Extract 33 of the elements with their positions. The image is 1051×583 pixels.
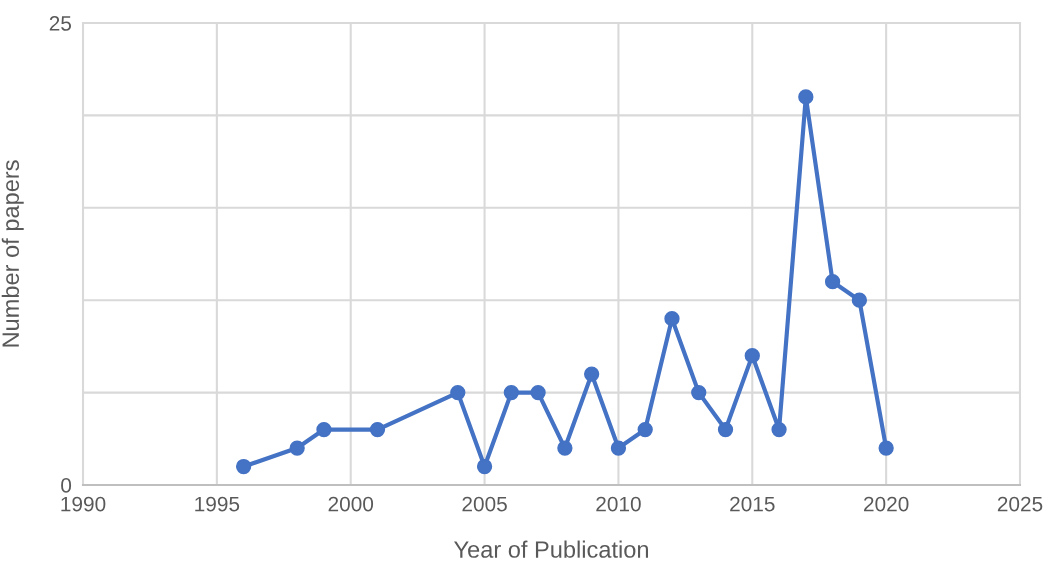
point [610,440,627,456]
x-tick-label: 1990 [61,496,106,512]
point [450,384,466,401]
x-tick-label: 2015 [730,496,775,512]
point [557,440,573,456]
point [584,366,600,382]
y-tick-label: 25 [49,16,72,31]
x-tick-label: 2025 [997,496,1043,512]
x-tick-label: 1995 [195,496,240,512]
point [289,440,305,456]
point [503,384,519,401]
point [476,458,493,475]
y-tick-label: 0 [61,478,72,493]
point [717,421,734,438]
point [637,421,653,438]
point [369,421,386,438]
x-tick-label: 2005 [462,496,507,512]
y-axis-title: Number of papers [1,160,24,347]
point [851,292,868,308]
x-tick-label: 2020 [864,496,909,512]
point [316,421,332,438]
point [235,458,252,475]
point [771,421,787,438]
point [878,440,894,456]
point [664,311,680,327]
point [691,384,707,401]
x-axis-title: Year of Publication [454,540,648,558]
x-tick-label: 2000 [328,496,374,512]
point [744,348,760,364]
point [530,384,546,401]
point [798,89,814,105]
point [824,274,841,290]
x-tick-label: 2010 [596,496,641,512]
